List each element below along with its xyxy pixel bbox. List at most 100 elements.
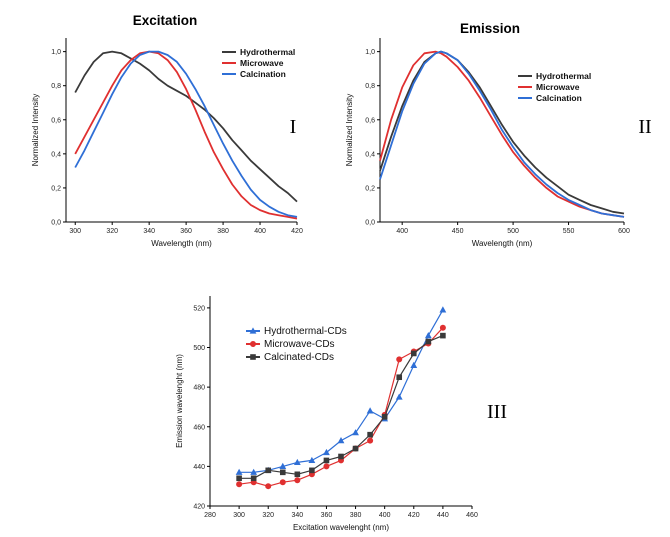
data-point-triangle — [279, 462, 287, 469]
data-point-square — [352, 445, 359, 452]
data-point-circle — [396, 356, 403, 363]
data-point-square — [265, 467, 272, 474]
data-point-square — [250, 475, 257, 482]
x-axis-title: Wavelength (nm) — [151, 239, 212, 248]
x-tick-label: 340 — [291, 512, 303, 519]
y-tick-label: 0,0 — [51, 220, 61, 227]
data-point-triangle — [235, 468, 243, 475]
data-point-square — [236, 475, 242, 482]
x-axis-title: Wavelength (nm) — [472, 239, 533, 248]
x-tick-label: 420 — [408, 512, 420, 519]
y-tick-label: 0,8 — [51, 83, 61, 90]
y-tick-label: 480 — [193, 385, 205, 392]
x-tick-label: 440 — [437, 512, 449, 519]
data-point-square — [309, 467, 315, 474]
series-line — [379, 50, 625, 218]
x-tick-label: 400 — [254, 228, 266, 235]
panel-label: III — [487, 401, 507, 423]
data-point-square — [294, 471, 301, 478]
y-tick-label: 0,2 — [51, 185, 61, 192]
y-tick-label: 0,4 — [51, 151, 61, 158]
x-tick-label: 550 — [563, 228, 575, 235]
series-line — [379, 50, 625, 215]
data-point-square — [396, 374, 403, 381]
y-tick-label: 0,6 — [51, 117, 61, 124]
data-point-triangle — [410, 361, 418, 368]
x-tick-label: 320 — [106, 228, 118, 235]
data-point-triangle — [249, 327, 257, 334]
chart-title: Emission — [460, 21, 520, 36]
x-tick-label: 360 — [321, 512, 333, 519]
x-tick-label: 420 — [291, 228, 303, 235]
data-point-square — [440, 332, 446, 339]
data-point-triangle — [424, 332, 432, 339]
emission-chart: Emission II 400 450 500 550 600 0,0 0,2 0,4 0,6 0… — [345, 21, 652, 248]
data-point-triangle — [308, 456, 316, 464]
data-point-square — [367, 431, 373, 438]
excitation-chart: Excitation I 300 320 340 360 380 400 420 0,0 0,2… — [31, 13, 303, 248]
x-tick-label: 460 — [466, 512, 478, 519]
data-point-circle — [294, 477, 301, 484]
panel-label: II — [638, 116, 651, 138]
x-tick-label: 280 — [204, 512, 216, 519]
y-tick-label: 460 — [193, 424, 205, 431]
y-axis-title: Normalized Intensity — [31, 94, 40, 166]
data-point-triangle — [439, 306, 447, 313]
x-tick-label: 600 — [618, 228, 630, 235]
data-point-triangle — [337, 437, 345, 444]
legend-label: Hydrothermal — [240, 47, 295, 57]
legend-label: Hydrothermal — [536, 71, 591, 81]
panel-label: I — [290, 116, 297, 138]
x-tick-label: 450 — [452, 228, 464, 235]
y-tick-label: 0,0 — [365, 220, 375, 227]
data-point-square — [425, 338, 432, 345]
data-point-triangle — [250, 468, 258, 475]
x-tick-label: 500 — [507, 228, 519, 235]
x-axis-title: Excitation wavelenght (nm) — [293, 523, 389, 532]
series-line — [74, 50, 298, 218]
x-tick-label: 300 — [233, 512, 245, 519]
y-tick-label: 420 — [193, 504, 205, 511]
series-line — [74, 50, 298, 220]
data-point-square — [338, 453, 344, 460]
series-line — [74, 50, 298, 203]
y-tick-label: 520 — [193, 305, 205, 312]
x-tick-label: 340 — [143, 228, 155, 235]
data-point-circle — [323, 463, 330, 470]
data-point-circle — [439, 324, 446, 331]
x-tick-label: 380 — [217, 228, 229, 235]
data-point-triangle — [366, 407, 374, 414]
y-tick-label: 1,0 — [51, 49, 61, 56]
y-tick-label: 0,4 — [365, 151, 375, 158]
y-tick-label: 0,2 — [365, 185, 375, 192]
emission-vs-excitation-chart: III 280 300 320 340 360 380 400 420 440 460 420 440… — [175, 296, 507, 532]
y-tick-label: 0,8 — [365, 83, 375, 90]
series-line — [379, 50, 625, 218]
y-axis-title: Normalized Intensity — [345, 94, 354, 166]
legend-label: Calcination — [240, 69, 286, 79]
data-point-triangle — [323, 448, 330, 456]
data-point-triangle — [352, 429, 359, 436]
legend-label: Calcinated-CDs — [264, 352, 334, 363]
data-point-circle — [250, 341, 256, 347]
legend-label: Calcination — [536, 93, 582, 103]
legend-label: Microwave-CDs — [264, 339, 335, 350]
data-point-square — [323, 457, 330, 464]
data-point-circle — [279, 479, 286, 486]
data-point-square — [381, 414, 388, 420]
data-point-square — [250, 354, 256, 360]
x-tick-label: 400 — [396, 228, 408, 235]
data-point-triangle — [395, 393, 403, 400]
data-point-square — [279, 469, 286, 476]
data-point-square — [410, 350, 417, 357]
x-tick-label: 380 — [350, 512, 362, 519]
data-point-circle — [265, 483, 272, 490]
y-tick-label: 1,0 — [365, 49, 375, 56]
data-point-circle — [236, 481, 243, 488]
y-tick-label: 440 — [193, 464, 205, 471]
x-tick-label: 360 — [180, 228, 192, 235]
x-tick-label: 300 — [69, 228, 81, 235]
y-tick-label: 500 — [193, 345, 205, 352]
x-tick-label: 400 — [379, 512, 391, 519]
y-tick-label: 0,6 — [365, 117, 375, 124]
